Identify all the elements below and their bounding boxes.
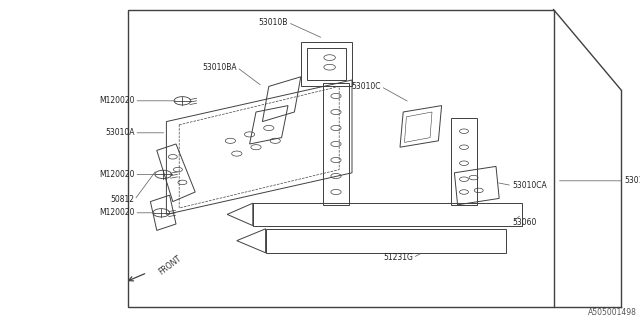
Text: M120020: M120020	[99, 96, 134, 105]
Text: 53010BA: 53010BA	[202, 63, 237, 72]
Text: 53010C: 53010C	[351, 82, 381, 91]
Text: 53010CA: 53010CA	[512, 181, 547, 190]
Text: A505001498: A505001498	[588, 308, 637, 317]
Text: 53060: 53060	[512, 218, 536, 227]
Text: 53010: 53010	[624, 176, 640, 185]
Text: 50812: 50812	[111, 196, 134, 204]
Text: 53010B: 53010B	[259, 18, 288, 27]
Text: 51231G: 51231G	[383, 253, 413, 262]
Text: M120020: M120020	[99, 170, 134, 179]
Text: 53010A: 53010A	[105, 128, 134, 137]
Text: M120020: M120020	[99, 208, 134, 217]
Text: FRONT: FRONT	[157, 254, 183, 277]
